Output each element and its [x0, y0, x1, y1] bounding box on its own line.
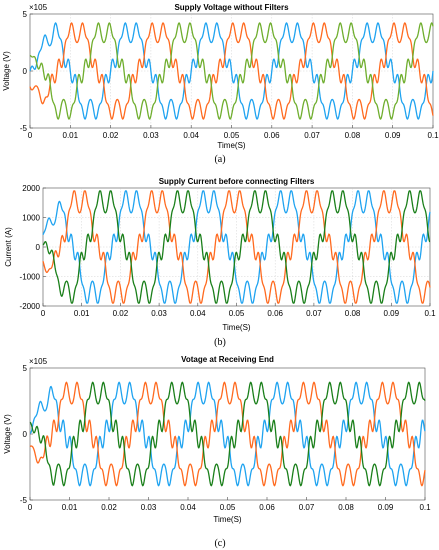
x-tick-label: 0: [28, 131, 33, 140]
chart-panel-3: 0 0.01 0.02 0.03 0.04 0.05 0.06 0.07 0.08 0.09 0.1…: [3, 355, 431, 549]
x-tick-label: 0.07: [299, 503, 315, 512]
x-tick-label: 0.1: [419, 503, 431, 512]
chart-title: Supply Current before connecting Filters: [159, 177, 315, 186]
x-tick-label: 0: [41, 309, 46, 318]
x-tick-label: 0.03: [151, 309, 167, 318]
y-tick-label: -1000: [20, 273, 41, 282]
x-tick-label: 0: [28, 503, 33, 512]
x-tick-label: 0.06: [264, 131, 280, 140]
y-tick-label: 2000: [22, 184, 40, 193]
x-tick-label: 0.09: [378, 503, 394, 512]
chart-panel-1: 0 0.01 0.02 0.03 0.04 0.05 0.06 0.07 0.08 0.09 0.1…: [2, 3, 439, 165]
y-tick-label: -2000: [20, 302, 41, 311]
x-tick-label: 0.01: [62, 503, 78, 512]
series-line-2: [29, 381, 426, 487]
y-tick-label: 5: [23, 10, 28, 19]
series-line-3: [29, 381, 426, 487]
series-line-1: [29, 381, 426, 487]
x-axis-label: Time(S): [217, 141, 245, 150]
x-tick-label: 0.07: [304, 131, 320, 140]
x-tick-label: 0.07: [306, 309, 322, 318]
y-tick-label: 1000: [22, 214, 40, 223]
y-tick-label: 0: [36, 243, 41, 252]
y-tick-label: -5: [20, 496, 28, 505]
panel-label: (a): [214, 154, 225, 165]
x-tick-label: 0.08: [345, 131, 361, 140]
x-tick-label: 0.04: [180, 503, 196, 512]
y-axis-label: Voltage (V): [2, 51, 11, 91]
y-tick-label: 5: [23, 364, 28, 373]
series-line-1: [29, 22, 434, 120]
x-tick-label: 0.02: [113, 309, 129, 318]
plot-area: [29, 367, 426, 501]
x-tick-label: 0.08: [338, 503, 354, 512]
x-tick-label: 0.03: [141, 503, 157, 512]
series-line-1: [42, 190, 431, 304]
x-axis-label: Time(S): [213, 515, 241, 524]
y-axis-label: Voltage (V): [3, 414, 12, 454]
x-axis-label: Time(S): [222, 323, 250, 332]
series-line-3: [42, 190, 431, 304]
series-line-2: [29, 22, 434, 120]
x-tick-label: 0.04: [190, 309, 206, 318]
x-tick-label: 0.1: [424, 309, 436, 318]
x-tick-label: 0.03: [143, 131, 159, 140]
x-tick-label: 0.02: [101, 503, 117, 512]
y-tick-label: -5: [20, 124, 28, 133]
x-tick-label: 0.1: [427, 131, 439, 140]
x-tick-label: 0.04: [183, 131, 199, 140]
x-tick-label: 0.09: [384, 309, 400, 318]
series-line-3: [29, 22, 434, 120]
x-tick-label: 0.01: [63, 131, 79, 140]
y-axis-label: Current (A): [4, 227, 13, 267]
chart-panel-2: 0 0.01 0.02 0.03 0.04 0.05 0.06 0.07 0.08 0.09 0.1…: [4, 177, 436, 348]
series-line-2: [42, 190, 431, 304]
x-tick-label: 0.05: [229, 309, 245, 318]
panel-label: (b): [214, 337, 226, 348]
x-tick-label: 0.05: [220, 503, 236, 512]
x-tick-label: 0.06: [267, 309, 283, 318]
y-tick-label: 0: [23, 430, 28, 439]
x-tick-label: 0.01: [74, 309, 90, 318]
chart-title: Votage at Receiving End: [181, 355, 274, 364]
x-tick-label: 0.08: [345, 309, 361, 318]
x-tick-label: 0.02: [103, 131, 119, 140]
axis-exponent: ×105: [29, 357, 48, 366]
chart-title: Supply Voltage without Filters: [174, 3, 289, 12]
x-tick-label: 0.05: [224, 131, 240, 140]
axis-exponent: ×105: [29, 3, 48, 12]
panel-label: (c): [214, 538, 225, 549]
y-tick-label: 0: [23, 67, 28, 76]
x-tick-label: 0.06: [259, 503, 275, 512]
x-tick-label: 0.09: [385, 131, 401, 140]
